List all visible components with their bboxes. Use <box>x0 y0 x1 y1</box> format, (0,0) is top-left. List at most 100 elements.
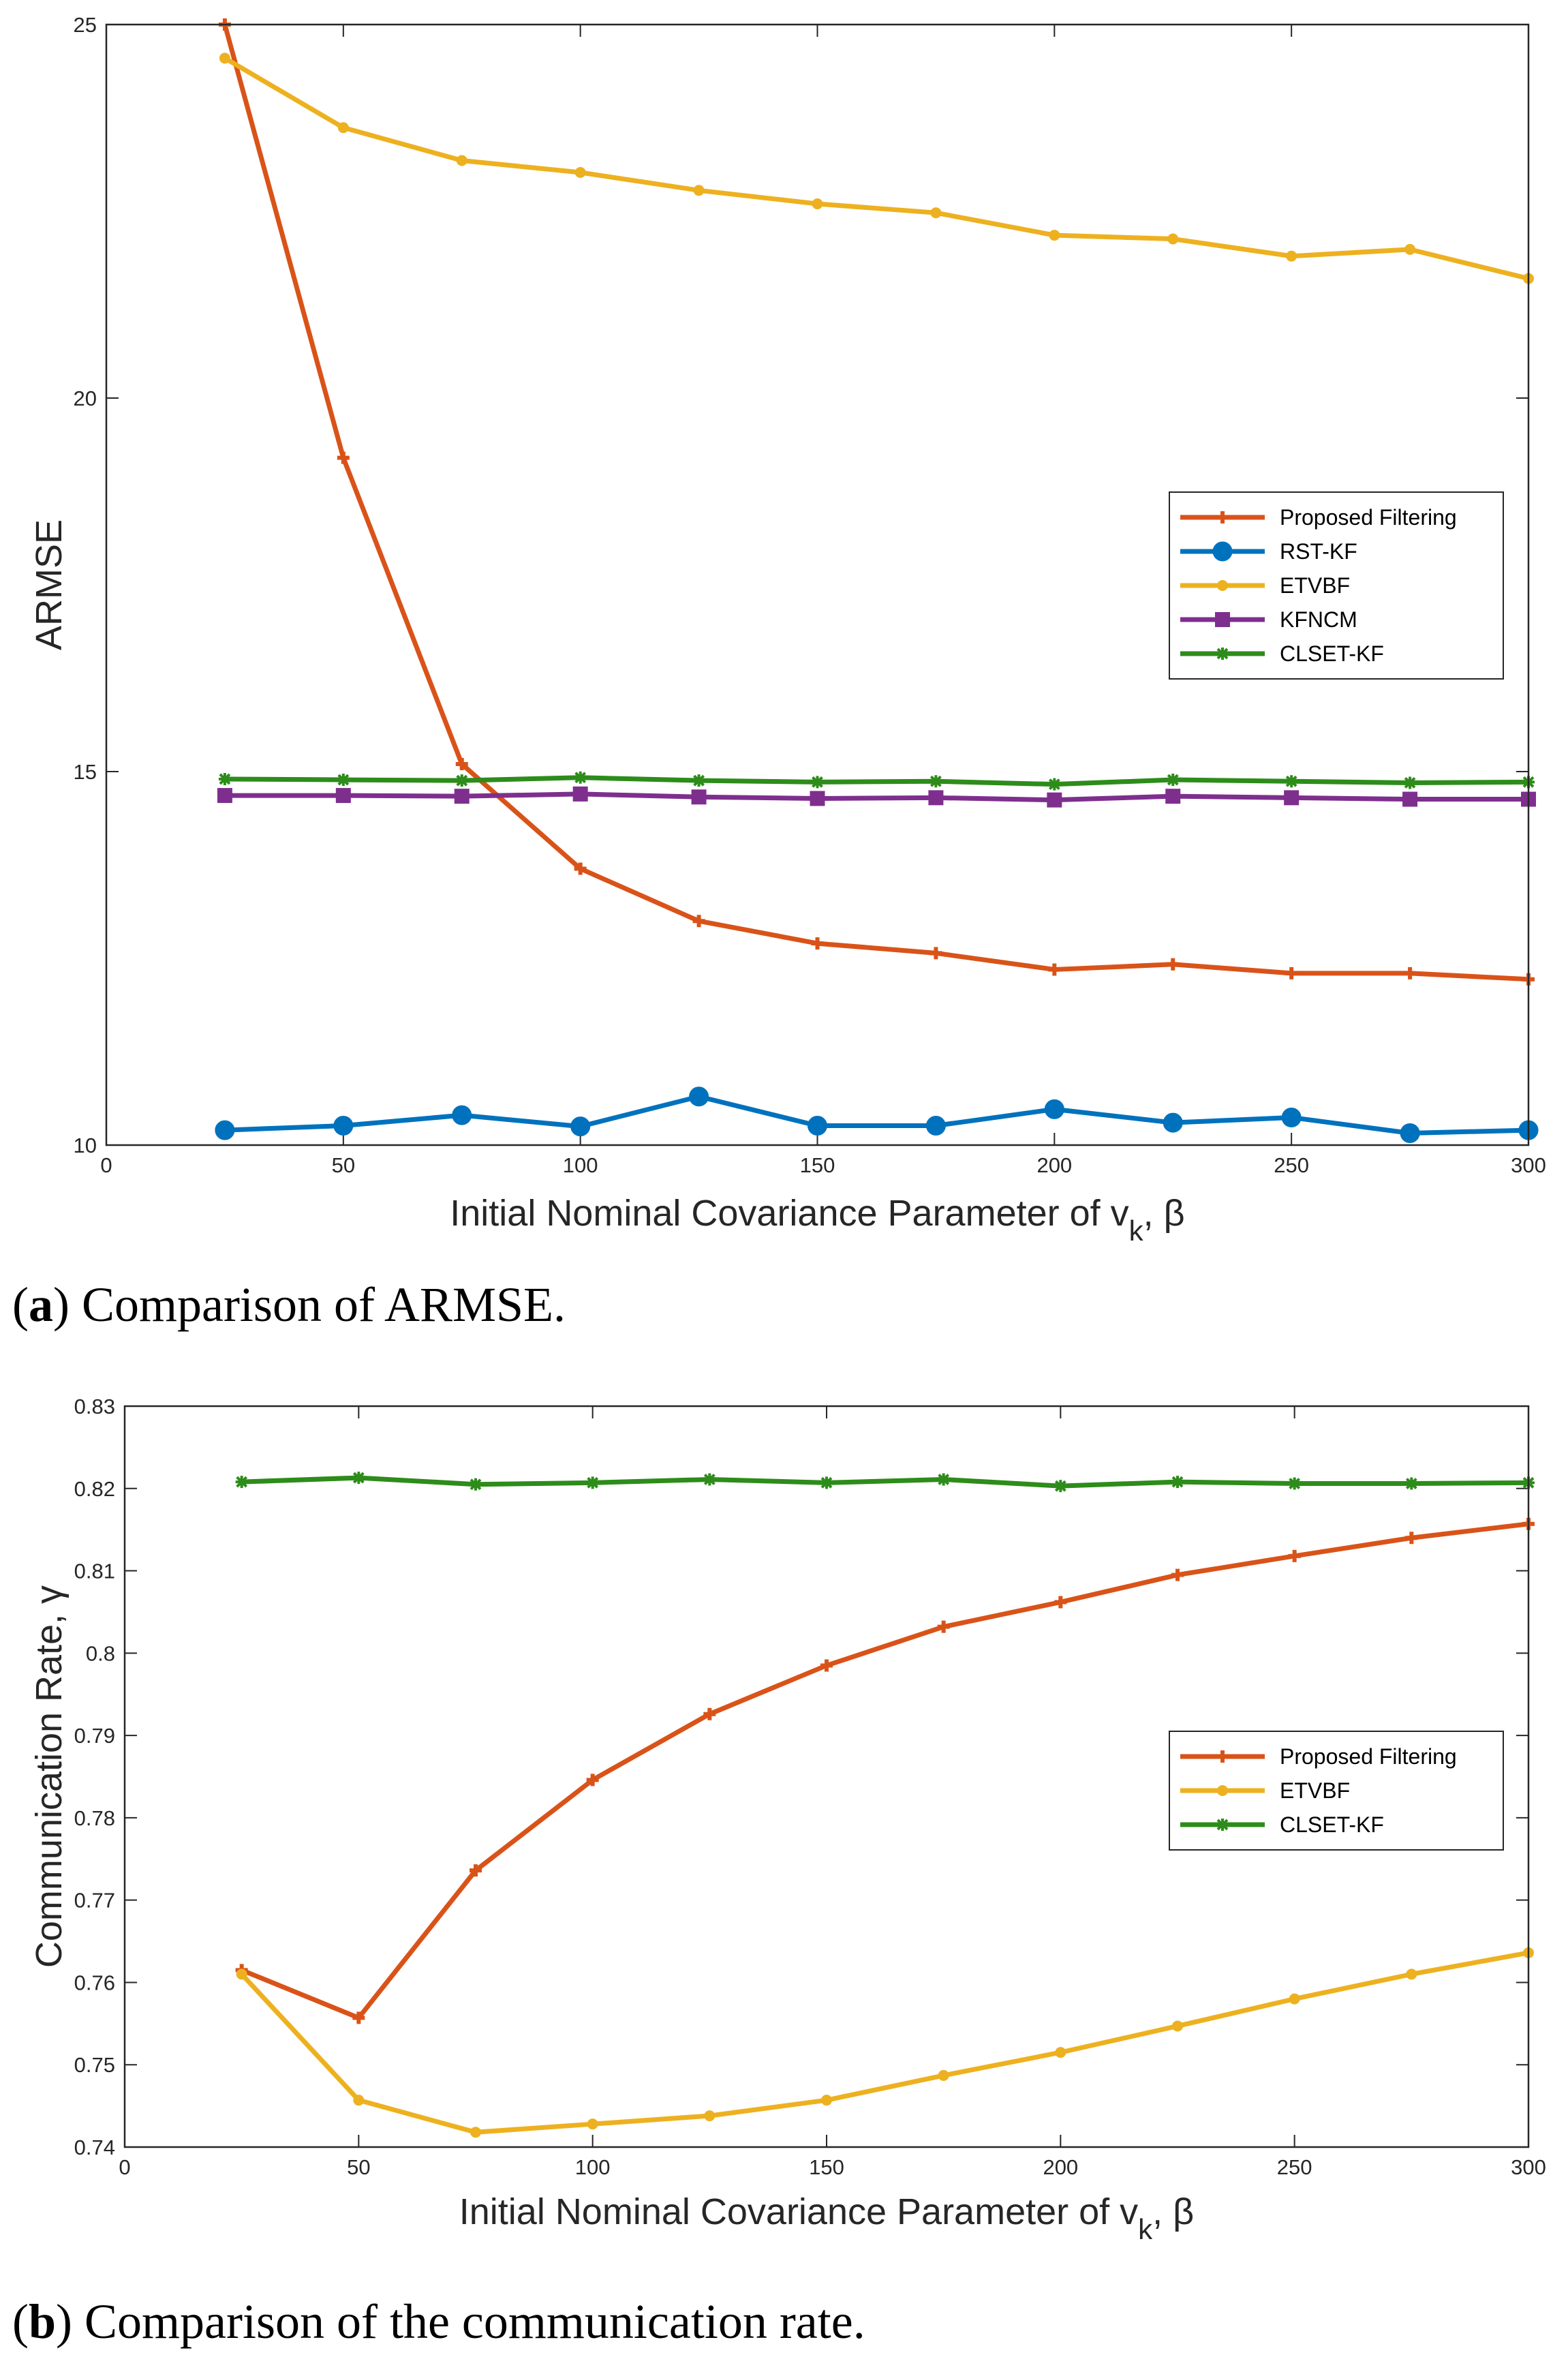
x-axis-label-tail: , β <box>1143 1193 1185 1234</box>
figure-caption: (b) Comparison of the communication rate… <box>12 2294 865 2349</box>
legend: Proposed Filtering ETVBF CLSET-KF <box>1169 1731 1504 1851</box>
legend-marker <box>1212 541 1233 562</box>
data-point <box>1171 1476 1184 1489</box>
legend-marker <box>1216 1819 1229 1831</box>
legend-item: CLSET-KF <box>1180 1812 1384 1837</box>
data-point <box>333 1116 354 1136</box>
caption-text: ) Comparison of the communication rate. <box>56 2294 865 2349</box>
legend-marker <box>1215 612 1230 627</box>
legend-label: CLSET-KF <box>1280 1812 1384 1837</box>
data-point <box>337 451 350 464</box>
data-point <box>929 775 942 788</box>
data-point <box>235 1476 248 1489</box>
series-line <box>224 56 1529 282</box>
series-etvbf <box>236 1947 1534 2138</box>
data-point <box>1286 250 1297 262</box>
data-point <box>219 52 230 64</box>
data-point <box>470 2127 481 2138</box>
data-point <box>470 1864 482 1877</box>
data-point <box>1055 2047 1066 2058</box>
data-point <box>938 2069 949 2081</box>
data-point <box>930 207 942 219</box>
legend-label: Proposed Filtering <box>1280 505 1457 530</box>
legend-item: KFNCM <box>1180 607 1357 632</box>
data-point <box>925 1116 946 1136</box>
data-point <box>1281 1107 1302 1127</box>
data-point <box>692 774 705 787</box>
data-point <box>1402 791 1418 807</box>
y-tick-label: 0.8 <box>86 1641 115 1665</box>
data-point <box>335 788 351 804</box>
series-line <box>240 1950 1529 2135</box>
data-point <box>1284 790 1300 806</box>
x-tick-label: 150 <box>809 2155 844 2179</box>
legend-item: RST-KF <box>1180 539 1357 564</box>
data-point <box>1048 963 1061 976</box>
legend-marker <box>1217 580 1228 591</box>
data-point <box>574 771 587 784</box>
data-point <box>236 1968 247 1980</box>
x-tick-label: 0 <box>100 1153 112 1177</box>
data-point <box>217 788 232 804</box>
y-tick-label: 0.77 <box>74 1889 115 1913</box>
data-point <box>811 776 824 789</box>
series-clset-kf <box>218 771 1535 791</box>
x-tick-label: 250 <box>1274 1153 1309 1177</box>
data-point <box>470 1478 482 1491</box>
data-point <box>689 1086 709 1107</box>
data-point <box>810 791 825 806</box>
data-point <box>937 1473 950 1486</box>
y-tick-label: 15 <box>74 760 97 784</box>
series-line <box>222 24 1529 982</box>
data-point <box>1167 774 1180 787</box>
data-point <box>1400 1123 1420 1143</box>
x-tick-label: 200 <box>1036 1153 1072 1177</box>
legend-label: KFNCM <box>1280 607 1357 632</box>
data-point <box>352 2011 365 2024</box>
data-point <box>454 789 470 804</box>
data-point <box>1054 1480 1067 1493</box>
data-point <box>572 786 588 802</box>
data-point <box>812 198 823 210</box>
data-point <box>1054 1596 1067 1609</box>
caption-letter: a <box>29 1277 53 1332</box>
data-point <box>1404 967 1417 979</box>
legend-marker <box>1217 1785 1228 1796</box>
series-proposed-filtering <box>235 1517 1535 2024</box>
data-point <box>703 1707 716 1720</box>
x-tick-label: 100 <box>575 2155 611 2179</box>
legend-label: ETVBF <box>1280 573 1350 598</box>
data-point <box>1289 1993 1300 2005</box>
data-point <box>574 167 586 179</box>
data-point <box>1044 1099 1064 1119</box>
x-tick-label: 150 <box>800 1153 835 1177</box>
legend-label: ETVBF <box>1280 1778 1350 1803</box>
data-point <box>455 758 468 771</box>
series-line <box>224 791 1528 803</box>
data-point <box>586 1476 599 1489</box>
data-point <box>1172 2020 1183 2032</box>
x-tick-label: 250 <box>1277 2155 1312 2179</box>
legend-label: Proposed Filtering <box>1280 1744 1457 1769</box>
y-tick-label: 0.78 <box>74 1806 115 1830</box>
data-point <box>218 772 231 785</box>
data-point <box>587 2118 598 2130</box>
chart-1: 0 50 100 150 200 250 300 10 15 20 25 Initial Nomina… <box>12 13 1546 1332</box>
x-tick-label: 300 <box>1511 1153 1546 1177</box>
data-point <box>1285 775 1298 788</box>
data-point <box>1404 776 1417 789</box>
data-point <box>692 915 705 928</box>
data-point <box>215 1120 235 1140</box>
data-point <box>929 947 942 960</box>
series-proposed-filtering <box>218 18 1535 986</box>
caption-text: ) Comparison of ARMSE. <box>53 1277 566 1332</box>
y-axis-label: Communication Rate, γ <box>29 1585 70 1968</box>
data-point <box>337 122 349 134</box>
data-point <box>928 790 944 806</box>
x-tick-label: 100 <box>563 1153 598 1177</box>
y-axis-label: ARMSE <box>29 519 70 650</box>
caption-letter: b <box>29 2294 56 2349</box>
legend-label: CLSET-KF <box>1280 641 1384 666</box>
data-point <box>337 774 350 787</box>
data-point <box>820 1476 833 1489</box>
